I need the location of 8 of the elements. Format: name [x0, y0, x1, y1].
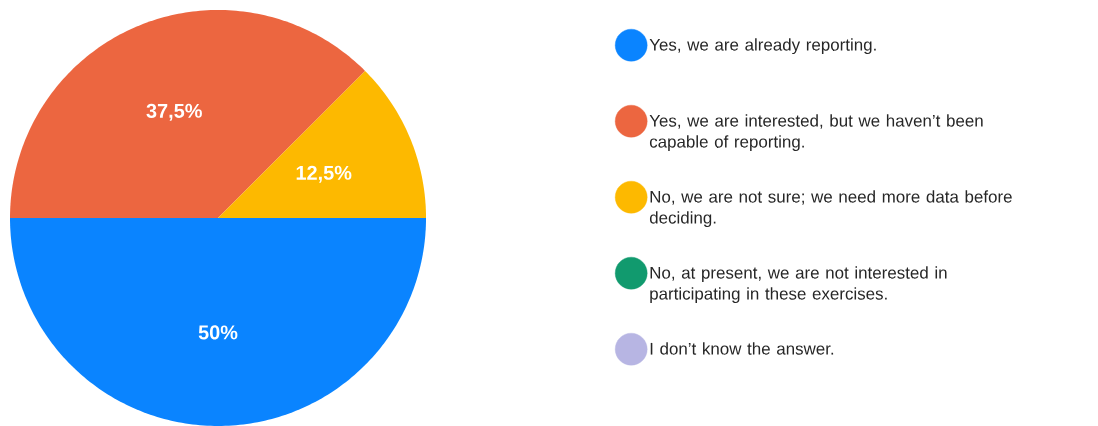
legend-label: No, we are not sure; we need more data before deciding. [649, 190, 1012, 228]
legend-label: I don’t know the answer. [650, 342, 834, 355]
data-label: 12,5% [296, 165, 352, 183]
data-label: 50% [198, 325, 238, 340]
legend-label: Yes, we are interested, but we haven’t been capable of reporting. [649, 114, 983, 152]
data-label: 37,5% [146, 103, 202, 121]
legend-label: Yes, we are already reporting. [649, 38, 876, 55]
legend-label: No, at present, we are not interested in participating in these exercises. [650, 266, 947, 304]
